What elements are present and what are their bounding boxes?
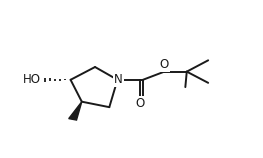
Text: O: O bbox=[135, 97, 144, 110]
Text: HO: HO bbox=[22, 73, 41, 86]
Polygon shape bbox=[69, 102, 82, 120]
Text: N: N bbox=[114, 73, 123, 86]
Text: O: O bbox=[160, 58, 169, 71]
